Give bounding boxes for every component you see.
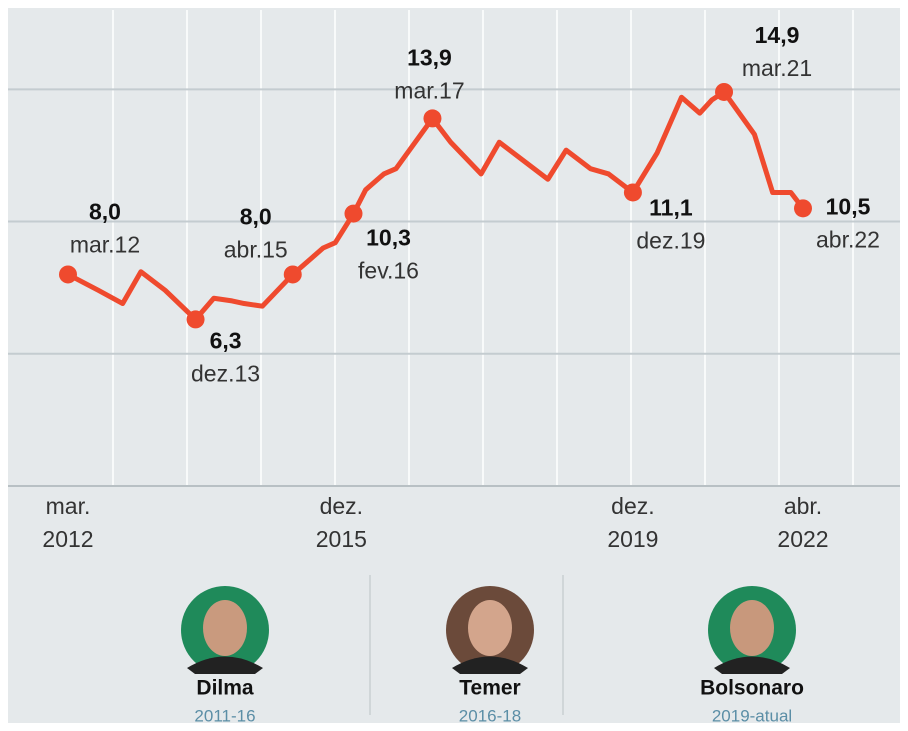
photo-face <box>468 600 512 656</box>
president-term: 2019-atual <box>712 706 792 725</box>
value-label: 8,0 <box>240 204 272 230</box>
x-tick-label: abr. 2022 <box>777 493 829 552</box>
point <box>794 199 812 218</box>
point <box>423 109 442 128</box>
x-tick-label: mar. 2012 <box>42 493 94 552</box>
date-label: dez.19 <box>636 228 705 254</box>
president-name: Temer <box>459 677 520 700</box>
value-label: 10,5 <box>826 193 871 219</box>
grid <box>8 10 900 487</box>
point <box>715 82 734 101</box>
date-label: mar.21 <box>742 55 812 81</box>
date-label: dez.13 <box>191 360 260 386</box>
photo-suit <box>714 656 790 674</box>
photo-suit <box>187 656 263 674</box>
line <box>66 89 805 322</box>
value-label: 8,0 <box>89 199 121 225</box>
date-label: mar.17 <box>394 78 464 104</box>
date-label: fev.16 <box>358 258 419 284</box>
photo-face <box>203 600 247 656</box>
point <box>59 265 77 284</box>
president-term: 2011-16 <box>194 706 255 725</box>
presidents: Dilma 2011-16 Temer 2016-18 Bolsonaro 2019-at… <box>181 586 804 725</box>
point <box>344 204 363 223</box>
president-name: Dilma <box>196 677 254 700</box>
president-term: 2016-18 <box>459 706 521 725</box>
value-label: 13,9 <box>407 45 452 71</box>
point <box>186 310 205 329</box>
value-label: 10,3 <box>366 225 411 251</box>
value-label: 11,1 <box>649 195 693 221</box>
value-label: 14,9 <box>755 22 800 48</box>
point <box>623 183 642 202</box>
x-tick-label: dez. 2015 <box>315 493 367 552</box>
president-name: Bolsonaro <box>700 677 804 700</box>
date-label: mar.12 <box>70 232 140 258</box>
marks: 8,0 mar.12 6,3 dez.13 8,0 abr.15 10,3 fev.16 13,… <box>59 22 880 386</box>
value-label: 6,3 <box>210 327 242 353</box>
date-label: abr.15 <box>224 237 288 263</box>
x-tick-label: dez. 2019 <box>607 493 659 552</box>
point <box>283 265 302 284</box>
date-label: abr.22 <box>816 226 880 252</box>
photo-suit <box>452 656 528 674</box>
photo-face <box>730 600 774 656</box>
